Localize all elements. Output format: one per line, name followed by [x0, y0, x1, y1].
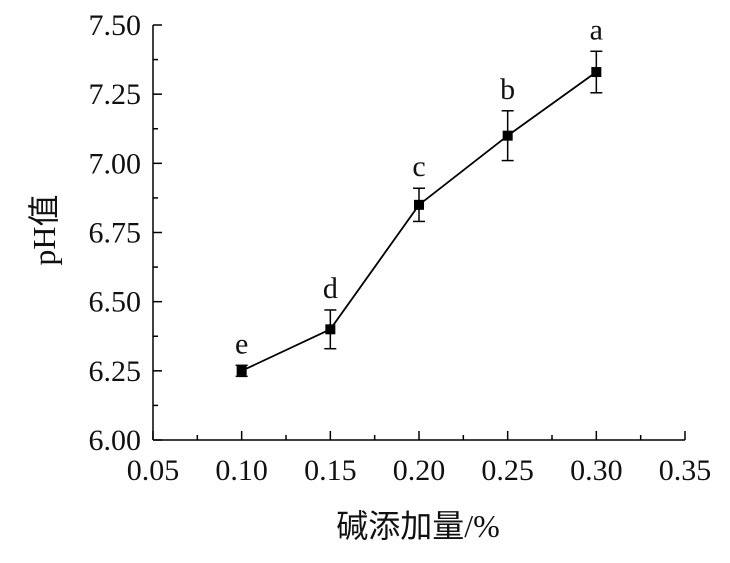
x-tick-label: 0.20 — [393, 454, 446, 487]
x-tick-label: 0.05 — [127, 454, 180, 487]
axes — [152, 25, 685, 441]
x-axis-title: 碱添加量/% — [336, 508, 500, 544]
plot-area: e d c b a — [235, 13, 603, 378]
y-tick-label: 7.25 — [89, 78, 142, 111]
data-point — [591, 67, 602, 78]
x-tick-label: 0.25 — [481, 454, 534, 487]
point-label: a — [590, 13, 603, 46]
y-tick-label: 6.50 — [89, 286, 142, 319]
data-point — [414, 199, 424, 210]
y-tick-label: 7.50 — [89, 9, 142, 42]
y-tick-label: 7.00 — [89, 147, 142, 180]
data-point — [325, 324, 336, 335]
x-tick-label: 0.10 — [215, 454, 268, 487]
x-tick-label: 0.30 — [570, 454, 623, 487]
point-label: e — [235, 327, 248, 360]
point-label: d — [323, 272, 338, 305]
data-point — [502, 130, 513, 141]
point-label: b — [500, 73, 515, 106]
x-tick-label: 0.15 — [304, 454, 357, 487]
ticks: 0.05 0.10 0.15 0.20 0.25 0.30 0.35 6.00 6.25 6.50… — [89, 9, 712, 487]
y-tick-label: 6.25 — [89, 355, 142, 388]
y-axis-title: pH值 — [26, 194, 62, 265]
y-tick-label: 6.75 — [89, 217, 142, 250]
data-point — [236, 365, 247, 376]
point-label: c — [412, 150, 425, 183]
y-tick-label: 6.00 — [89, 424, 142, 457]
x-tick-label: 0.35 — [659, 454, 712, 487]
